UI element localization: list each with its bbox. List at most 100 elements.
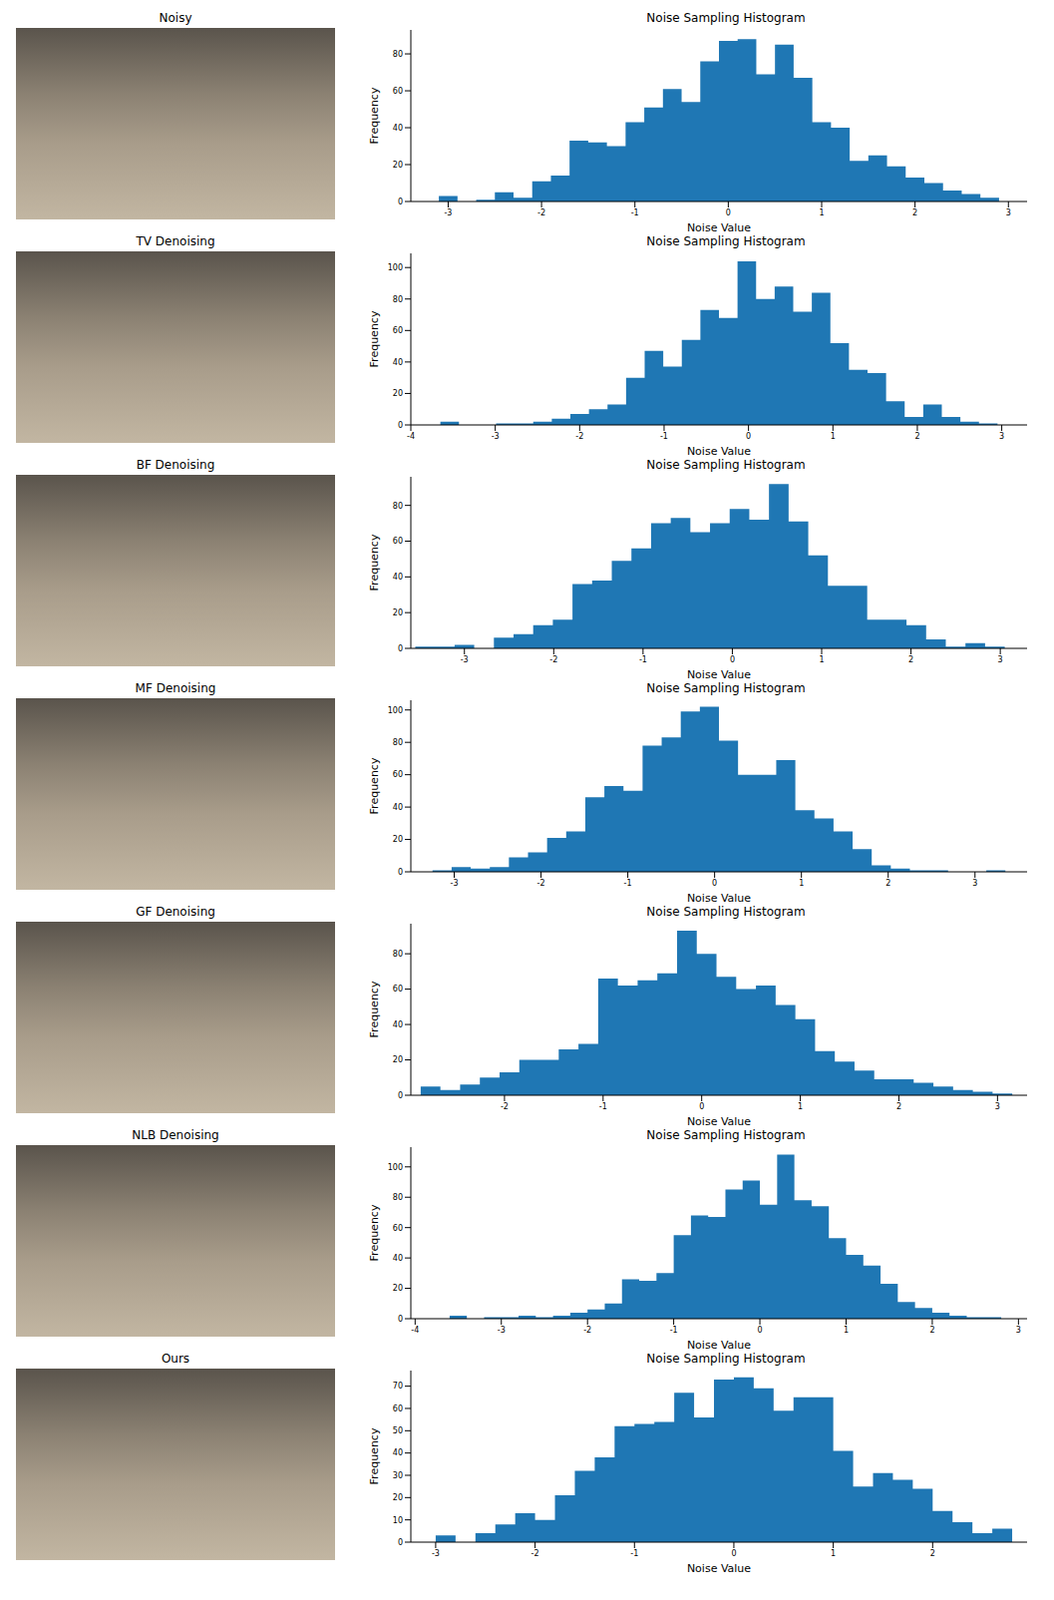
- svg-text:Frequency: Frequency: [367, 1426, 381, 1484]
- svg-text:2: 2: [885, 878, 891, 888]
- svg-text:1: 1: [818, 208, 824, 218]
- svg-text:-3: -3: [443, 208, 452, 218]
- svg-text:80: 80: [392, 1192, 403, 1202]
- svg-text:60: 60: [392, 86, 403, 96]
- svg-text:3: 3: [1016, 1325, 1022, 1335]
- svg-text:0: 0: [699, 1101, 704, 1111]
- svg-text:-4: -4: [410, 1325, 419, 1335]
- svg-text:-2: -2: [537, 208, 546, 218]
- svg-text:2: 2: [929, 1325, 935, 1335]
- svg-text:20: 20: [392, 1283, 403, 1293]
- svg-text:Noise Value: Noise Value: [687, 1338, 751, 1351]
- svg-text:-3: -3: [431, 1548, 440, 1558]
- svg-text:1: 1: [843, 1325, 849, 1335]
- svg-text:-1: -1: [630, 1548, 639, 1558]
- svg-text:-2: -2: [575, 431, 584, 441]
- svg-text:0: 0: [729, 655, 735, 665]
- svg-text:0: 0: [397, 1314, 403, 1324]
- svg-text:2: 2: [914, 431, 920, 441]
- svg-text:3: 3: [1006, 208, 1012, 218]
- svg-text:-3: -3: [497, 1325, 506, 1335]
- svg-text:30: 30: [392, 1470, 403, 1480]
- svg-text:40: 40: [392, 123, 403, 133]
- svg-text:40: 40: [392, 1253, 403, 1263]
- svg-text:20: 20: [392, 1492, 403, 1502]
- svg-text:60: 60: [392, 984, 403, 994]
- svg-text:3: 3: [999, 431, 1005, 441]
- svg-text:0: 0: [397, 1090, 403, 1100]
- svg-text:20: 20: [392, 388, 403, 398]
- svg-text:100: 100: [387, 1162, 403, 1172]
- svg-text:Noise Value: Noise Value: [687, 1561, 751, 1574]
- svg-text:40: 40: [392, 1020, 403, 1030]
- svg-text:1: 1: [830, 1548, 836, 1558]
- svg-text:Frequency: Frequency: [367, 1203, 381, 1261]
- svg-text:-1: -1: [624, 878, 633, 888]
- svg-text:0: 0: [397, 1537, 403, 1547]
- svg-text:80: 80: [392, 49, 403, 59]
- svg-text:-3: -3: [491, 431, 500, 441]
- svg-text:20: 20: [392, 160, 403, 170]
- svg-text:0: 0: [397, 420, 403, 430]
- svg-text:80: 80: [392, 737, 403, 747]
- svg-text:20: 20: [392, 1054, 403, 1064]
- svg-text:3: 3: [995, 1101, 1001, 1111]
- svg-text:1: 1: [830, 431, 836, 441]
- svg-text:Noise Value: Noise Value: [687, 221, 751, 234]
- svg-text:2: 2: [912, 208, 918, 218]
- svg-text:20: 20: [392, 834, 403, 844]
- svg-text:0: 0: [730, 1548, 736, 1558]
- svg-text:-4: -4: [406, 431, 415, 441]
- svg-text:Frequency: Frequency: [367, 980, 381, 1038]
- svg-text:-3: -3: [460, 655, 469, 665]
- svg-text:40: 40: [392, 1447, 403, 1457]
- svg-text:80: 80: [392, 295, 403, 305]
- svg-text:0: 0: [397, 644, 403, 654]
- svg-text:-2: -2: [583, 1325, 592, 1335]
- svg-text:1: 1: [797, 1101, 803, 1111]
- svg-text:Frequency: Frequency: [367, 86, 381, 144]
- svg-text:10: 10: [392, 1515, 403, 1525]
- svg-text:40: 40: [392, 357, 403, 367]
- svg-text:-1: -1: [639, 655, 648, 665]
- svg-text:-2: -2: [537, 878, 546, 888]
- svg-text:60: 60: [392, 326, 403, 336]
- svg-text:-2: -2: [500, 1101, 509, 1111]
- svg-text:0: 0: [397, 197, 403, 207]
- svg-text:-1: -1: [660, 431, 669, 441]
- svg-text:100: 100: [387, 705, 403, 715]
- svg-text:70: 70: [392, 1381, 403, 1391]
- svg-text:-2: -2: [549, 655, 558, 665]
- svg-text:Frequency: Frequency: [367, 533, 381, 591]
- svg-text:60: 60: [392, 769, 403, 779]
- svg-text:0: 0: [397, 867, 403, 877]
- svg-text:80: 80: [392, 501, 403, 511]
- svg-text:60: 60: [392, 1404, 403, 1413]
- svg-text:1: 1: [818, 655, 824, 665]
- svg-text:0: 0: [711, 878, 717, 888]
- svg-text:Noise Value: Noise Value: [687, 1114, 751, 1127]
- svg-text:60: 60: [392, 536, 403, 546]
- svg-text:-1: -1: [670, 1325, 679, 1335]
- svg-text:0: 0: [757, 1325, 763, 1335]
- svg-text:100: 100: [387, 263, 403, 273]
- svg-text:40: 40: [392, 572, 403, 582]
- svg-text:20: 20: [392, 608, 403, 618]
- svg-text:80: 80: [392, 949, 403, 959]
- svg-text:1: 1: [798, 878, 804, 888]
- svg-text:50: 50: [392, 1425, 403, 1435]
- svg-text:40: 40: [392, 802, 403, 812]
- svg-text:Noise Value: Noise Value: [687, 891, 751, 904]
- svg-text:3: 3: [972, 878, 978, 888]
- svg-text:Frequency: Frequency: [367, 310, 381, 367]
- svg-text:60: 60: [392, 1223, 403, 1233]
- svg-text:2: 2: [908, 655, 914, 665]
- svg-text:Noise Value: Noise Value: [687, 444, 751, 457]
- svg-text:2: 2: [930, 1548, 936, 1558]
- svg-text:0: 0: [745, 431, 751, 441]
- svg-text:-1: -1: [599, 1101, 608, 1111]
- svg-text:3: 3: [998, 655, 1004, 665]
- svg-text:-2: -2: [531, 1548, 540, 1558]
- svg-text:0: 0: [725, 208, 731, 218]
- svg-text:-1: -1: [631, 208, 640, 218]
